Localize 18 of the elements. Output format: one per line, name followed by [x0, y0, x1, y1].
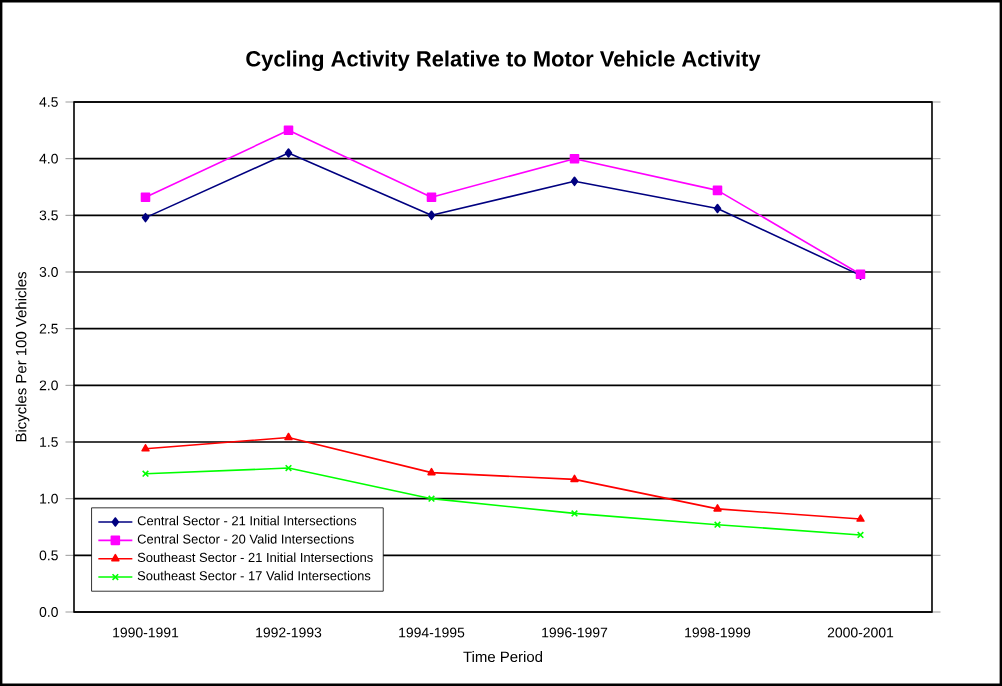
- point: [141, 444, 150, 452]
- point: [712, 185, 723, 196]
- point: [427, 210, 436, 221]
- point: [141, 212, 150, 223]
- point: [856, 514, 865, 522]
- point: [570, 474, 579, 483]
- point: [569, 153, 580, 164]
- point: [713, 504, 722, 512]
- point: [570, 176, 579, 187]
- point: [426, 192, 437, 202]
- chart-title: Cycling Activity Relative to Motor Vehicle Activity: [246, 50, 761, 72]
- point: [284, 148, 293, 158]
- point: [283, 125, 294, 136]
- point: [713, 203, 722, 214]
- point: [140, 192, 151, 202]
- point: [427, 467, 436, 476]
- point: [284, 432, 293, 441]
- point: [570, 509, 579, 518]
